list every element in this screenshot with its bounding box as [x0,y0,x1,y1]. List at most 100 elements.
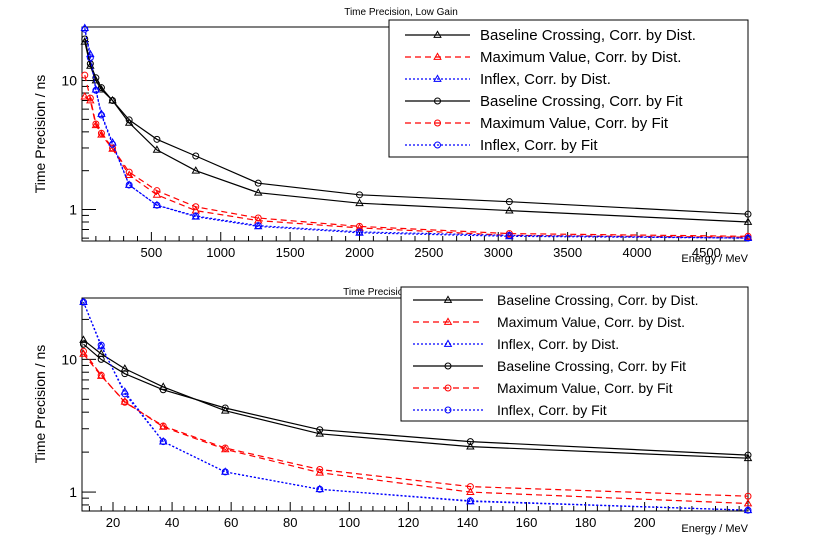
data-point [159,386,167,394]
data-point [356,191,363,199]
x-tick-label: 20 [106,515,120,530]
data-point [86,94,94,102]
series-line [84,27,749,239]
x-tick-label: 4000 [623,245,652,260]
data-point [81,25,89,33]
legend-label: Inflex, Corr. by Fit [497,402,607,418]
x-tick-label: 3000 [484,245,513,260]
data-point [121,398,129,406]
y-tick-label: 1 [69,484,77,500]
series-3 [79,340,752,459]
data-point [97,130,106,138]
data-point [124,180,134,188]
data-point [466,442,475,450]
data-point [97,341,105,349]
data-point [152,190,162,198]
series-4 [81,71,752,240]
data-point [744,210,752,218]
data-point [220,444,230,453]
legend-label: Baseline Crossing, Corr. by Fit [480,93,683,110]
data-point [97,84,105,92]
legend-marker [433,52,442,60]
data-point [79,298,87,306]
legend-label: Maximum Value, Corr. by Dist. [480,49,681,66]
series-line [84,75,749,237]
legend: Baseline Crossing, Corr. by Dist. Maximum… [388,19,749,158]
legend: Baseline Crossing, Corr. by Dist. Maximum… [400,286,749,422]
data-point [192,212,200,220]
data-point [466,483,474,491]
data-point [466,487,475,495]
data-point [86,95,95,104]
y-axis-label: Time Precision / ns [32,345,48,464]
data-point [125,168,133,176]
data-point [316,465,324,473]
data-point [79,297,88,306]
data-point [153,187,161,195]
data-point [92,86,100,94]
legend-marker [443,339,453,347]
data-point [192,203,200,211]
data-point [125,181,133,189]
data-point [86,54,94,62]
x-axis-label: Energy / MeV [681,253,748,265]
data-point [316,485,324,493]
legend-label: Inflex, Corr. by Fit [480,137,598,154]
legend-label: Maximum Value, Corr. by Dist. [497,314,685,330]
plot-0: Time Precision, Low Gain Time Precision /… [32,7,753,265]
x-tick-label: 4500 [692,245,721,260]
data-point [254,214,262,222]
data-point [505,231,513,239]
data-point [97,355,105,363]
x-tick-label: 2000 [345,245,374,260]
legend-marker [434,141,441,149]
legend-marker [434,97,441,105]
data-point [97,111,105,119]
chart-title: Time Precision, Low Gain [344,7,458,18]
y-tick-label: 10 [61,73,77,89]
data-point [97,129,105,137]
data-point [152,200,162,209]
legend-box [388,19,749,158]
data-point [125,116,133,124]
series-line [82,301,749,511]
data-point [108,95,117,104]
legend-label: Baseline Crossing, Corr. by Fit [497,358,686,374]
x-tick-label: 500 [141,245,163,260]
x-tick-label: 3500 [553,245,582,260]
data-point [158,436,168,445]
series-0 [80,37,753,225]
data-point [96,341,106,350]
x-tick-label: 60 [224,515,238,530]
legend-label: Baseline Crossing, Corr. by Dist. [497,292,699,308]
legend-marker [443,317,453,325]
data-point [79,347,87,355]
data-point [253,188,263,196]
data-point [221,468,229,476]
x-tick-label: 80 [283,515,297,530]
data-point [355,223,364,231]
data-point [356,228,363,236]
data-point [153,201,161,209]
data-point [316,426,324,434]
x-tick-label: 140 [457,515,479,530]
data-point [505,198,513,206]
legend-marker [443,295,453,303]
series-3 [81,35,752,218]
series-line [84,38,749,215]
data-point [92,120,100,128]
data-point [81,35,89,43]
data-point [254,222,262,230]
data-point [109,144,117,152]
data-point [744,506,752,514]
series-5 [81,25,752,242]
data-point [743,217,753,225]
x-tick-label: 120 [398,515,420,530]
legend-marker [444,384,452,392]
series-line [83,343,749,456]
x-axis-label: Energy / MeV [681,523,748,535]
y-tick-label: 1 [69,202,77,218]
data-point [121,370,129,378]
series-5 [79,298,752,514]
